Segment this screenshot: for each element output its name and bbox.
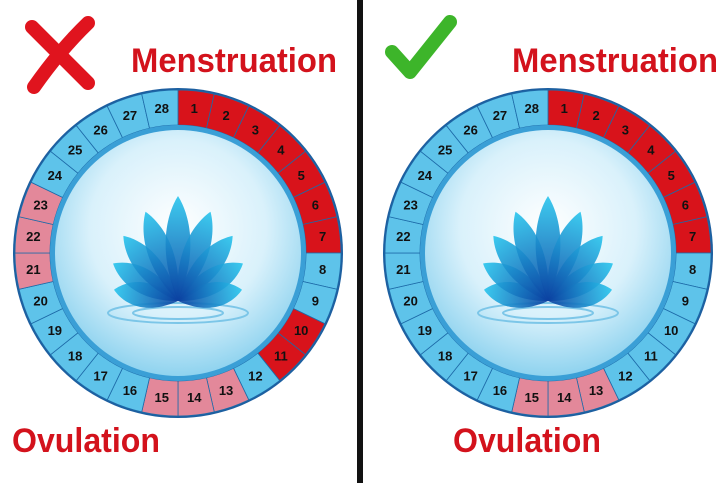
day-number: 2 bbox=[222, 108, 229, 123]
day-number: 3 bbox=[252, 122, 259, 137]
divider bbox=[357, 0, 363, 483]
day-number: 13 bbox=[589, 383, 603, 398]
day-number: 27 bbox=[123, 108, 137, 123]
day-number: 21 bbox=[26, 262, 40, 277]
day-number: 6 bbox=[682, 197, 689, 212]
day-number: 25 bbox=[438, 143, 452, 158]
day-number: 3 bbox=[622, 122, 629, 137]
day-number: 20 bbox=[403, 294, 417, 309]
day-number: 8 bbox=[689, 262, 696, 277]
menstruation-label: Menstruation bbox=[131, 42, 337, 80]
day-number: 8 bbox=[319, 262, 326, 277]
day-number: 10 bbox=[294, 323, 308, 338]
day-number: 18 bbox=[438, 348, 452, 363]
water-ripple bbox=[502, 306, 594, 320]
day-number: 5 bbox=[298, 168, 305, 183]
day-number: 11 bbox=[644, 348, 658, 363]
day-number: 19 bbox=[48, 323, 62, 338]
ovulation-label: Ovulation bbox=[12, 422, 160, 460]
day-number: 14 bbox=[557, 390, 572, 405]
day-number: 6 bbox=[312, 197, 319, 212]
day-number: 26 bbox=[93, 122, 107, 137]
day-number: 21 bbox=[396, 262, 410, 277]
day-number: 2 bbox=[592, 108, 599, 123]
day-number: 15 bbox=[524, 390, 538, 405]
day-number: 26 bbox=[463, 122, 477, 137]
check-mark bbox=[385, 15, 457, 79]
day-number: 22 bbox=[396, 229, 410, 244]
day-number: 9 bbox=[682, 294, 689, 309]
water-ripple bbox=[477, 302, 619, 324]
day-number: 17 bbox=[93, 369, 107, 384]
day-number: 1 bbox=[561, 101, 568, 116]
day-number: 28 bbox=[154, 101, 168, 116]
day-number: 19 bbox=[418, 323, 432, 338]
day-number: 25 bbox=[68, 143, 82, 158]
day-number: 24 bbox=[48, 168, 63, 183]
day-number: 10 bbox=[664, 323, 678, 338]
cross-mark bbox=[25, 16, 95, 94]
day-number: 14 bbox=[187, 390, 202, 405]
day-number: 4 bbox=[647, 143, 655, 158]
day-number: 13 bbox=[219, 383, 233, 398]
day-number: 20 bbox=[33, 294, 47, 309]
day-number: 1 bbox=[191, 101, 198, 116]
day-number: 5 bbox=[668, 168, 675, 183]
water-ripple bbox=[107, 302, 249, 324]
day-number: 24 bbox=[418, 168, 433, 183]
day-number: 7 bbox=[319, 229, 326, 244]
menstruation-label: Menstruation bbox=[512, 42, 718, 80]
day-number: 7 bbox=[689, 229, 696, 244]
day-number: 12 bbox=[618, 369, 632, 384]
lotus-petal bbox=[143, 211, 179, 301]
lotus-petal bbox=[513, 211, 549, 301]
day-number: 23 bbox=[403, 197, 417, 212]
water-ripple bbox=[132, 306, 224, 320]
day-number: 22 bbox=[26, 229, 40, 244]
day-number: 23 bbox=[33, 197, 47, 212]
ovulation-label: Ovulation bbox=[453, 422, 601, 460]
day-number: 16 bbox=[123, 383, 137, 398]
day-number: 16 bbox=[493, 383, 507, 398]
day-number: 27 bbox=[493, 108, 507, 123]
day-number: 9 bbox=[312, 294, 319, 309]
day-number: 18 bbox=[68, 348, 82, 363]
lotus-petal bbox=[178, 282, 243, 308]
day-number: 28 bbox=[524, 101, 538, 116]
lotus-petal bbox=[548, 282, 613, 308]
day-number: 11 bbox=[274, 348, 288, 363]
day-number: 4 bbox=[277, 143, 285, 158]
day-number: 17 bbox=[463, 369, 477, 384]
day-number: 12 bbox=[248, 369, 262, 384]
day-number: 15 bbox=[154, 390, 168, 405]
